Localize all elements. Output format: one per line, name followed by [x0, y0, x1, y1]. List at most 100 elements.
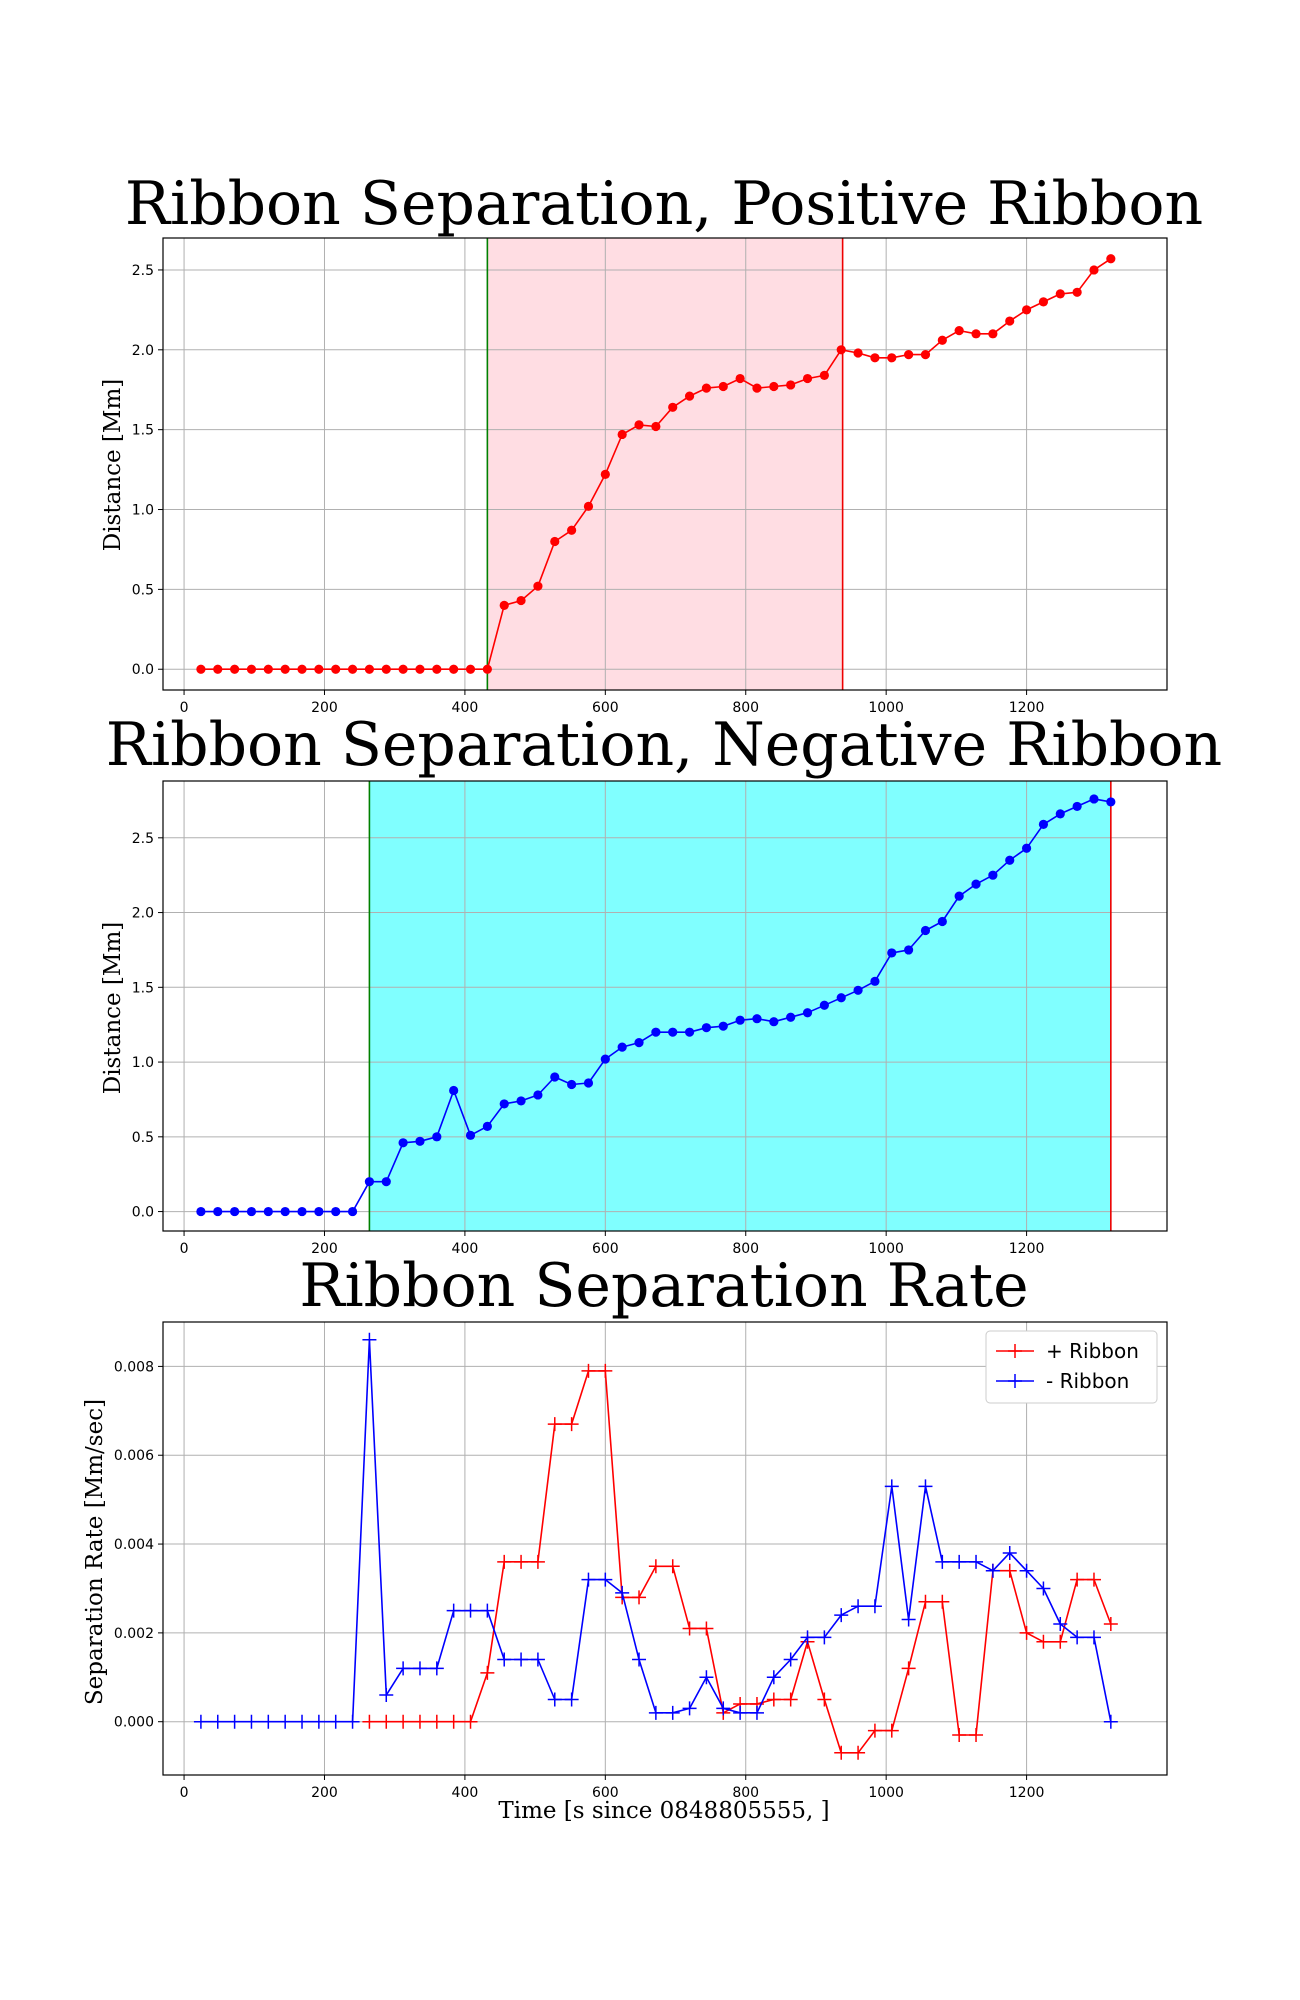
data-point [783, 1692, 798, 1707]
data-point [362, 1714, 377, 1729]
plot-frame [162, 237, 1168, 691]
legend-box [985, 1330, 1158, 1404]
y-tick-label: 0.0 [132, 1205, 154, 1221]
data-point [449, 1085, 459, 1096]
data-point [853, 985, 863, 995]
legend-marker [1008, 1344, 1022, 1358]
data-point [1005, 855, 1015, 865]
data-point [347, 664, 358, 674]
y-tick-label: 0.002 [114, 1626, 154, 1642]
data-point [261, 1714, 276, 1729]
data-point [581, 1363, 596, 1378]
data-point [937, 916, 947, 927]
data-point [1055, 809, 1065, 819]
data-point [196, 1206, 206, 1217]
data-point [514, 1652, 529, 1667]
data-point [297, 664, 307, 674]
y-tick-label: 1.5 [132, 980, 154, 996]
data-point [870, 353, 880, 363]
x-tick-label: 0 [180, 1241, 189, 1257]
y-tick-label: 1.0 [132, 503, 154, 519]
data-point [648, 1559, 663, 1574]
data-point [718, 381, 728, 392]
data-point [786, 1012, 796, 1022]
data-point [295, 1714, 310, 1729]
data-point [752, 1014, 762, 1024]
y-tick-label: 2.5 [132, 831, 154, 847]
data-point [429, 1661, 444, 1676]
data-point [836, 993, 846, 1003]
data-point [651, 421, 661, 432]
data-point [1072, 287, 1082, 297]
y-tick-label: 2.0 [132, 906, 154, 922]
data-point [331, 1206, 341, 1217]
data-point [499, 600, 509, 610]
y-tick-label: 1.0 [132, 1055, 154, 1071]
data-point [920, 925, 931, 936]
data-point [379, 1714, 394, 1729]
data-point [499, 1099, 509, 1109]
data-point [1002, 1545, 1017, 1560]
plot-area: 0 200 400 600 800 1000 1200 0.0 0.5 1.0 1.5 2.0 2.5 [132, 237, 1168, 716]
data-point [904, 349, 914, 360]
data-point [412, 1661, 427, 1676]
data-point [598, 1363, 613, 1378]
data-point [381, 664, 391, 674]
data-point [901, 1661, 916, 1676]
data-point [901, 1612, 916, 1627]
data-point [1106, 797, 1116, 807]
data-point [280, 664, 290, 674]
y-axis-label: Distance [Mm] [100, 922, 126, 1094]
x-tick-label: 800 [732, 1241, 759, 1257]
data-point [1002, 1563, 1017, 1578]
data-point [432, 1132, 442, 1142]
data-point [449, 664, 459, 674]
data-point [547, 1692, 562, 1707]
data-point [398, 1138, 408, 1148]
x-tick-label: 200 [311, 1241, 338, 1257]
data-point [516, 1096, 526, 1106]
data-point [244, 1714, 259, 1729]
y-tick-label: 0.000 [114, 1715, 154, 1731]
legend-label: - Ribbon [1046, 1369, 1129, 1393]
data-point [802, 373, 813, 384]
data-point [988, 870, 998, 880]
plot-frame [162, 1321, 1168, 1776]
x-tick-label: 400 [452, 700, 479, 716]
x-tick-label: 1000 [868, 700, 904, 716]
data-point [819, 1000, 829, 1010]
data-point [463, 1603, 478, 1618]
data-point [648, 1705, 663, 1720]
data-point [600, 1054, 610, 1064]
data-point [937, 335, 947, 345]
data-point [1103, 1617, 1118, 1631]
data-point [567, 525, 577, 535]
legend-label: + Ribbon [1046, 1339, 1139, 1363]
data-point [617, 1042, 627, 1052]
data-point [800, 1630, 815, 1645]
data-point [699, 1621, 714, 1636]
data-point [550, 536, 560, 547]
y-tick-label: 0.5 [132, 582, 154, 598]
data-point [733, 1705, 748, 1720]
data-point [1072, 801, 1082, 812]
data-point [954, 326, 964, 336]
y-tick-label: 0.008 [114, 1359, 154, 1375]
plot-frame [162, 780, 1168, 1232]
data-point [851, 1599, 866, 1614]
data-point [230, 664, 240, 674]
y-tick-label: 0.5 [132, 1130, 154, 1146]
data-point [497, 1652, 512, 1667]
data-point [701, 383, 712, 393]
data-point [530, 1554, 545, 1569]
chart-separation-rate: Ribbon Separation Rate Separation Rate [… [82, 1251, 1168, 1824]
data-point [617, 429, 627, 440]
data-point [682, 1621, 697, 1636]
data-point [1021, 305, 1032, 315]
data-point [769, 381, 779, 392]
x-tick-label: 0 [180, 1785, 189, 1801]
data-point [716, 1701, 731, 1716]
data-point [735, 373, 745, 384]
x-tick-label: 200 [311, 700, 338, 716]
data-point [210, 1714, 225, 1729]
